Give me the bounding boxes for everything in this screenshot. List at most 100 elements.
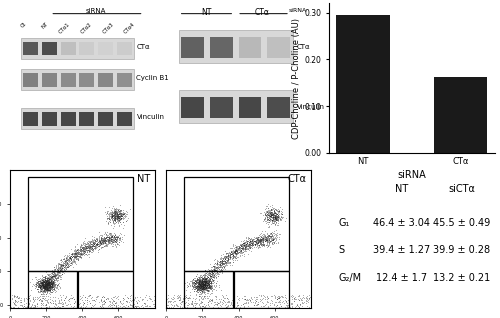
Point — [41, 284, 49, 289]
Point — [46, 277, 54, 282]
Point — [51, 284, 59, 289]
Point — [135, 304, 143, 309]
Point — [82, 242, 90, 247]
Point — [115, 214, 123, 219]
Point — [110, 215, 118, 220]
Point — [264, 234, 272, 239]
Point — [270, 205, 278, 210]
Point — [275, 214, 283, 219]
Point — [118, 211, 126, 216]
Point — [194, 283, 202, 288]
Point — [108, 210, 116, 215]
Point — [40, 282, 48, 287]
Point — [265, 237, 273, 242]
Point — [56, 266, 64, 271]
Point — [96, 239, 104, 245]
Point — [48, 275, 56, 280]
Point — [200, 284, 207, 289]
Point — [238, 296, 246, 301]
Point — [187, 301, 195, 306]
Point — [118, 302, 126, 307]
Point — [206, 294, 214, 299]
Point — [37, 278, 45, 283]
Point — [96, 241, 104, 246]
Point — [94, 242, 102, 247]
Point — [76, 253, 84, 258]
Point — [63, 260, 71, 266]
Point — [265, 240, 273, 245]
Point — [206, 281, 214, 286]
Point — [200, 287, 208, 292]
Point — [64, 261, 72, 266]
Point — [246, 238, 254, 243]
Point — [200, 285, 207, 290]
Point — [271, 211, 279, 216]
Point — [214, 273, 222, 279]
Point — [109, 215, 117, 220]
Point — [40, 289, 48, 294]
Point — [201, 282, 209, 287]
Point — [216, 257, 224, 262]
Point — [57, 297, 65, 302]
Point — [268, 237, 276, 242]
Point — [218, 265, 226, 270]
Point — [198, 279, 205, 284]
Point — [272, 237, 280, 242]
Point — [282, 299, 290, 304]
Point — [115, 212, 123, 217]
Point — [65, 296, 73, 301]
Point — [282, 298, 290, 303]
Point — [43, 280, 51, 285]
Point — [100, 301, 108, 306]
Point — [293, 303, 301, 308]
Point — [240, 241, 248, 246]
Point — [67, 253, 75, 258]
Point — [44, 285, 52, 290]
Point — [89, 238, 97, 243]
Point — [223, 255, 231, 260]
Point — [114, 220, 122, 225]
Point — [43, 283, 51, 288]
Point — [106, 238, 114, 243]
Point — [42, 278, 50, 283]
Point — [209, 277, 217, 282]
Point — [111, 301, 119, 306]
Point — [190, 286, 198, 291]
Point — [192, 274, 200, 279]
Point — [32, 281, 40, 286]
Point — [44, 287, 52, 292]
Point — [40, 284, 48, 289]
Point — [92, 243, 100, 248]
Point — [66, 254, 74, 259]
Point — [240, 245, 248, 250]
Point — [64, 256, 72, 261]
Point — [45, 286, 53, 291]
Point — [97, 240, 105, 245]
Point — [194, 284, 202, 289]
Point — [104, 238, 112, 243]
Point — [242, 242, 250, 247]
Bar — [210, 37, 233, 58]
Point — [45, 276, 53, 281]
Point — [203, 283, 211, 288]
Point — [238, 245, 246, 250]
Point — [66, 252, 74, 257]
Point — [178, 298, 186, 303]
Point — [76, 248, 84, 253]
Point — [202, 282, 209, 287]
Point — [39, 289, 47, 294]
Point — [256, 241, 264, 246]
Point — [101, 243, 109, 248]
Point — [270, 214, 278, 219]
Point — [112, 216, 120, 221]
Point — [109, 242, 117, 247]
Point — [42, 281, 50, 287]
Point — [48, 282, 56, 287]
Point — [93, 240, 101, 245]
Point — [268, 231, 276, 236]
Point — [174, 294, 182, 300]
Point — [110, 221, 118, 226]
Point — [40, 276, 48, 281]
Point — [50, 269, 58, 274]
Point — [228, 257, 236, 262]
